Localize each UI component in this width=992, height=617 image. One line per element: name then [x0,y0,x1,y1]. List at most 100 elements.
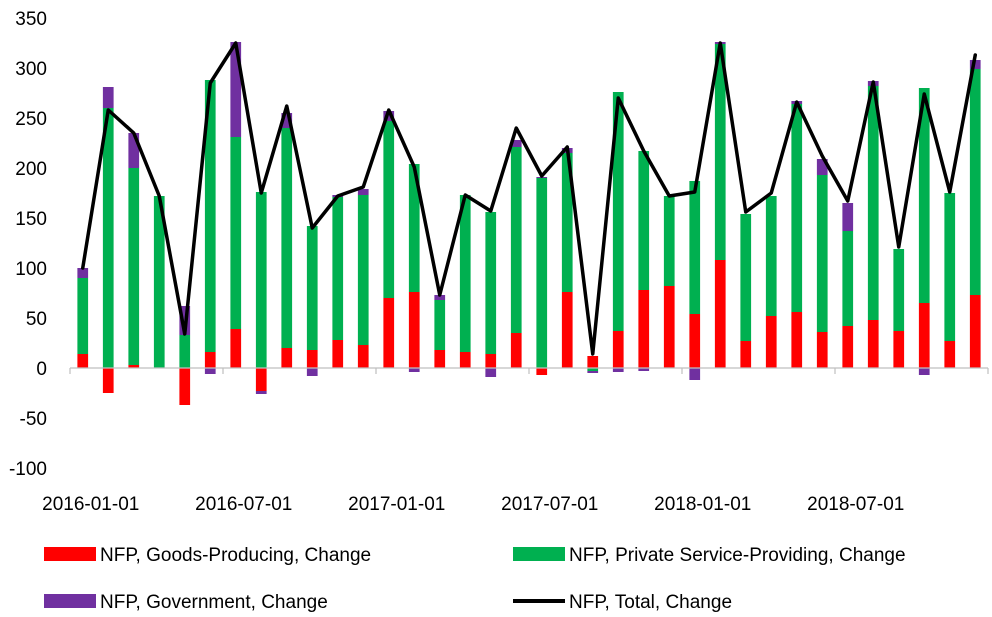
legend-label: NFP, Private Service-Providing, Change [569,545,906,566]
legend-label: NFP, Total, Change [569,592,732,613]
bar-goods [944,341,956,368]
bar-services [485,212,497,354]
bar-services [434,300,446,350]
legend-swatch [44,594,96,608]
bar-services [714,44,726,260]
bar-government [408,368,420,372]
bar-government [612,368,624,372]
bar-government [230,42,242,137]
bar-government [842,203,854,231]
bar-goods [230,329,242,368]
bar-goods [969,295,981,368]
bar-government [816,159,828,175]
legend-label: NFP, Government, Change [100,592,328,613]
bar-services [893,249,905,331]
bar-goods [408,292,420,368]
bar-goods [459,352,471,368]
bar-goods [434,350,446,368]
bar-services [587,368,599,371]
bar-services [663,196,675,286]
bar-goods [842,326,854,368]
bar-goods [714,260,726,368]
y-tick-label: 0 [36,359,47,380]
bar-government [204,368,216,374]
bar-services [306,226,318,350]
y-tick-label: -50 [20,409,47,430]
bar-goods [128,365,140,368]
bar-services [918,88,930,303]
bar-services [383,121,395,298]
bar-government [383,111,395,121]
legend: NFP, Goods-Producing, Change NFP, Private… [44,545,906,613]
y-tick-label: 300 [15,59,47,80]
y-tick-label: 350 [15,9,47,30]
x-axis [69,367,989,374]
total-change-line [81,41,977,356]
total-line-layer [81,41,977,356]
bar-government [102,87,114,108]
bar-services [179,335,191,368]
y-tick-label: 150 [15,209,47,230]
legend-label: NFP, Goods-Producing, Change [100,545,371,566]
y-tick-label: -100 [9,459,47,480]
bar-goods [204,352,216,368]
y-tick-label: 100 [15,259,47,280]
x-tick-label: 2016-01-01 [42,494,139,515]
bar-government [638,368,650,371]
bar-goods [510,333,522,368]
bar-government [434,295,446,300]
bar-government [485,368,497,377]
bar-goods [332,340,344,368]
bar-services [255,192,267,368]
bar-services [612,92,624,331]
x-tick-label: 2017-01-01 [348,494,445,515]
x-tick-label: 2017-07-01 [501,494,598,515]
bar-services [459,195,471,352]
bar-services [536,178,548,368]
bar-services [153,196,165,368]
x-tick-label: 2018-07-01 [807,494,904,515]
y-tick-label: 200 [15,159,47,180]
bar-marks [77,42,981,405]
bar-services [816,175,828,332]
bar-goods [816,332,828,368]
bar-government [306,368,318,376]
bar-services [969,69,981,295]
legend-swatch [513,547,565,561]
bar-services [765,196,777,316]
bar-goods [587,356,599,368]
x-tick-label: 2016-07-01 [195,494,292,515]
bar-goods [306,350,318,368]
bar-services [332,197,344,340]
bar-services [281,128,293,348]
bar-services [689,181,701,314]
bar-goods [612,331,624,368]
bar-services [102,108,114,368]
bar-government [128,133,140,168]
bar-services [561,153,573,292]
bar-goods [791,312,803,368]
bar-goods [638,290,650,368]
bar-government [255,391,267,394]
bar-goods [689,314,701,368]
y-tick-label: 50 [26,309,47,330]
bar-government [281,113,293,128]
y-axis: -100 -50 0 50 100 150 200 250 300 350 [9,9,47,480]
bar-goods [281,348,293,368]
bar-goods [102,368,114,393]
bar-government [510,140,522,147]
bar-goods [765,316,777,368]
bar-goods [536,368,548,375]
bar-goods [740,341,752,368]
bar-government [77,268,89,278]
y-tick-label: 250 [15,109,47,130]
bar-goods [918,303,930,368]
bar-government [357,189,369,195]
bar-services [357,195,369,345]
bar-goods [893,331,905,368]
bar-services [740,214,752,341]
bar-services [230,137,242,329]
bar-services [867,86,879,320]
bar-government [689,368,701,380]
